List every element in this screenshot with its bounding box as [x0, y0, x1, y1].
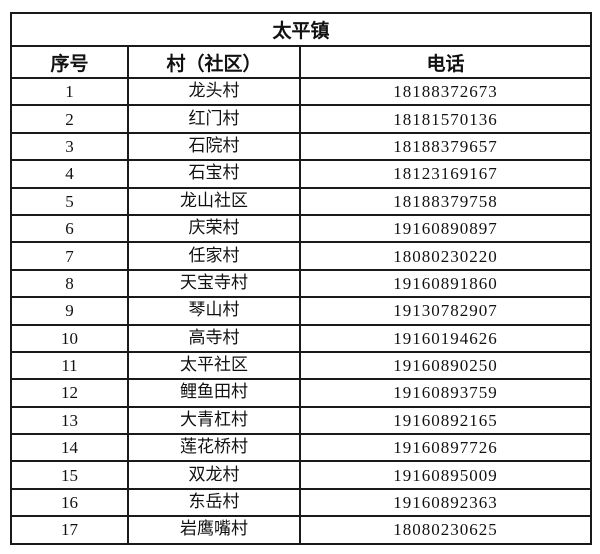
phone-number: 19160890897 [299, 213, 592, 244]
phone-number: 18188379758 [299, 186, 592, 216]
table-row: 14 莲花桥村 19160897726 [10, 433, 592, 463]
row-number: 1 [10, 76, 129, 107]
phone-number: 18188379657 [299, 131, 592, 162]
village-name: 庆荣村 [127, 213, 301, 244]
row-number: 12 [10, 378, 129, 408]
phone-number: 19160891860 [299, 268, 592, 299]
village-name: 莲花桥村 [127, 433, 301, 463]
header-number: 序号 [10, 45, 129, 79]
village-name: 龙头村 [127, 76, 301, 107]
village-name: 东岳村 [127, 487, 301, 518]
village-name: 天宝寺村 [127, 268, 301, 299]
row-number: 14 [10, 433, 129, 463]
row-number: 5 [10, 186, 129, 216]
village-name: 大青杠村 [127, 405, 301, 436]
phone-number: 19160893759 [299, 378, 592, 408]
row-number: 2 [10, 104, 129, 134]
phone-number: 19160890250 [299, 350, 592, 381]
header-phone: 电话 [299, 45, 592, 79]
row-number: 10 [10, 323, 129, 353]
row-number: 9 [10, 296, 129, 326]
table-row: 3 石院村 18188379657 [10, 131, 592, 162]
phone-number: 19160895009 [299, 460, 592, 490]
village-name: 双龙村 [127, 460, 301, 490]
village-name: 高寺村 [127, 323, 301, 353]
table-row: 11 太平社区 19160890250 [10, 350, 592, 381]
row-number: 7 [10, 241, 129, 271]
table-row: 15 双龙村 19160895009 [10, 460, 592, 490]
row-number: 15 [10, 460, 129, 490]
phone-number: 18080230220 [299, 241, 592, 271]
table-row: 7 任家村 18080230220 [10, 241, 592, 271]
village-name: 岩鹰嘴村 [127, 515, 301, 545]
table-row: 1 龙头村 18188372673 [10, 76, 592, 107]
table-row: 5 龙山社区 18188379758 [10, 186, 592, 216]
row-number: 3 [10, 131, 129, 162]
contact-table: 太平镇 序号 村（社区） 电话 1 龙头村 18188372673 2 红门村 18181… [10, 12, 592, 545]
village-name: 石宝村 [127, 159, 301, 189]
table-row: 8 天宝寺村 19160891860 [10, 268, 592, 299]
phone-number: 19160897726 [299, 433, 592, 463]
row-number: 8 [10, 268, 129, 299]
header-village: 村（社区） [127, 45, 301, 79]
table-row: 10 高寺村 19160194626 [10, 323, 592, 353]
village-name: 琴山村 [127, 296, 301, 326]
phone-number: 18080230625 [299, 515, 592, 545]
phone-number: 19130782907 [299, 296, 592, 326]
table-row: 13 大青杠村 19160892165 [10, 405, 592, 436]
village-name: 红门村 [127, 104, 301, 134]
phone-number: 18123169167 [299, 159, 592, 189]
phone-number: 19160194626 [299, 323, 592, 353]
table-row: 9 琴山村 19130782907 [10, 296, 592, 326]
village-name: 龙山社区 [127, 186, 301, 216]
row-number: 4 [10, 159, 129, 189]
table-row: 6 庆荣村 19160890897 [10, 213, 592, 244]
table-row: 12 鲤鱼田村 19160893759 [10, 378, 592, 408]
village-name: 鲤鱼田村 [127, 378, 301, 408]
table-title: 太平镇 [10, 12, 592, 47]
table-row: 2 红门村 18181570136 [10, 104, 592, 134]
village-name: 任家村 [127, 241, 301, 271]
phone-number: 19160892363 [299, 487, 592, 518]
village-name: 太平社区 [127, 350, 301, 381]
table-row: 16 东岳村 19160892363 [10, 487, 592, 518]
row-number: 11 [10, 350, 129, 381]
phone-number: 19160892165 [299, 405, 592, 436]
table-row: 4 石宝村 18123169167 [10, 159, 592, 189]
phone-number: 18188372673 [299, 76, 592, 107]
row-number: 13 [10, 405, 129, 436]
phone-number: 18181570136 [299, 104, 592, 134]
row-number: 17 [10, 515, 129, 545]
row-number: 16 [10, 487, 129, 518]
row-number: 6 [10, 213, 129, 244]
table-row: 17 岩鹰嘴村 18080230625 [10, 515, 592, 545]
village-name: 石院村 [127, 131, 301, 162]
